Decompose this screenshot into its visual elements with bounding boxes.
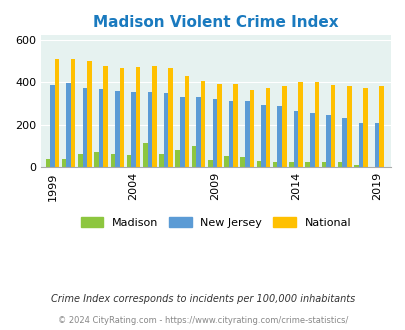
Bar bbox=[293, 111, 298, 167]
Bar bbox=[98, 88, 103, 167]
Bar bbox=[256, 161, 260, 167]
Bar bbox=[191, 146, 196, 167]
Bar bbox=[358, 123, 362, 167]
Bar bbox=[207, 160, 212, 167]
Bar bbox=[143, 143, 147, 167]
Bar bbox=[50, 85, 55, 167]
Bar bbox=[119, 68, 124, 167]
Bar bbox=[265, 87, 270, 167]
Title: Madison Violent Crime Index: Madison Violent Crime Index bbox=[93, 15, 338, 30]
Bar bbox=[314, 82, 318, 167]
Bar bbox=[168, 68, 173, 167]
Legend: Madison, New Jersey, National: Madison, New Jersey, National bbox=[76, 213, 355, 232]
Text: Crime Index corresponds to incidents per 100,000 inhabitants: Crime Index corresponds to incidents per… bbox=[51, 294, 354, 304]
Bar bbox=[212, 99, 217, 167]
Text: © 2024 CityRating.com - https://www.cityrating.com/crime-statistics/: © 2024 CityRating.com - https://www.city… bbox=[58, 316, 347, 325]
Bar bbox=[260, 105, 265, 167]
Bar bbox=[217, 84, 221, 167]
Bar bbox=[55, 59, 59, 167]
Bar bbox=[136, 67, 140, 167]
Bar bbox=[281, 86, 286, 167]
Bar bbox=[94, 152, 98, 167]
Bar bbox=[196, 97, 200, 167]
Bar bbox=[233, 84, 237, 167]
Bar bbox=[379, 86, 383, 167]
Bar bbox=[115, 91, 119, 167]
Bar bbox=[78, 153, 82, 167]
Bar bbox=[272, 162, 277, 167]
Bar bbox=[277, 106, 281, 167]
Bar bbox=[147, 92, 152, 167]
Bar bbox=[175, 150, 179, 167]
Bar bbox=[353, 165, 358, 167]
Bar bbox=[179, 97, 184, 167]
Bar bbox=[152, 66, 156, 167]
Bar bbox=[374, 123, 379, 167]
Bar bbox=[71, 59, 75, 167]
Bar bbox=[321, 162, 325, 167]
Bar bbox=[288, 162, 293, 167]
Bar bbox=[45, 159, 50, 167]
Bar bbox=[131, 92, 136, 167]
Bar bbox=[62, 159, 66, 167]
Bar bbox=[240, 157, 244, 167]
Bar bbox=[184, 76, 189, 167]
Bar bbox=[66, 83, 71, 167]
Bar bbox=[110, 153, 115, 167]
Bar bbox=[341, 118, 346, 167]
Bar bbox=[200, 81, 205, 167]
Bar bbox=[126, 154, 131, 167]
Bar bbox=[362, 87, 367, 167]
Bar bbox=[87, 61, 92, 167]
Bar bbox=[298, 82, 302, 167]
Bar bbox=[224, 156, 228, 167]
Bar bbox=[103, 66, 108, 167]
Bar bbox=[244, 101, 249, 167]
Bar bbox=[309, 113, 314, 167]
Bar bbox=[249, 90, 254, 167]
Bar bbox=[163, 93, 168, 167]
Bar bbox=[330, 85, 335, 167]
Bar bbox=[82, 87, 87, 167]
Bar bbox=[337, 162, 341, 167]
Bar bbox=[305, 162, 309, 167]
Bar bbox=[325, 115, 330, 167]
Bar bbox=[228, 101, 233, 167]
Bar bbox=[346, 86, 351, 167]
Bar bbox=[159, 153, 163, 167]
